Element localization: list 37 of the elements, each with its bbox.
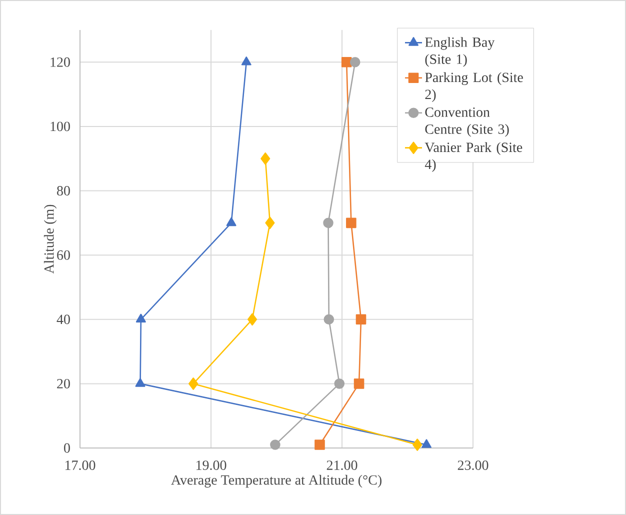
x-axis-title: Average Temperature at Altitude (°C) [171, 474, 382, 488]
legend-label: English Bay (Site 1) [425, 37, 495, 67]
y-tick-label: 40 [56, 314, 70, 324]
point [422, 439, 432, 448]
y-tick-label: 0 [64, 443, 70, 453]
point [270, 440, 280, 450]
point [354, 378, 364, 389]
x-tick-label: 19.00 [196, 460, 226, 470]
point [323, 218, 334, 228]
y-axis-title: Altitude (m) [44, 204, 57, 274]
point [247, 313, 258, 326]
point [265, 216, 275, 230]
point [136, 314, 146, 323]
point [226, 217, 236, 226]
point [314, 440, 325, 450]
point [241, 56, 252, 66]
y-tick-label: 80 [57, 186, 70, 196]
legend-label: Parking Lot (Site 2) [425, 72, 523, 102]
point [324, 314, 334, 325]
point [412, 438, 422, 451]
point [356, 314, 366, 325]
point [334, 378, 345, 389]
point [188, 378, 198, 390]
legend-label: Convention Centre (Site 3) [425, 107, 509, 137]
point [135, 378, 146, 387]
legend-label: Vanier Park (Site 4) [424, 142, 522, 172]
point [350, 57, 360, 68]
point [341, 57, 352, 68]
x-tick-label: 17.00 [65, 460, 96, 470]
point [260, 152, 270, 165]
y-tick-label: 20 [57, 378, 70, 388]
x-tick-label: 21.00 [326, 460, 358, 470]
x-tick-label: 23.00 [458, 460, 488, 470]
y-tick-label: 120 [50, 57, 70, 67]
y-tick-label: 60 [57, 250, 70, 260]
point [346, 218, 356, 228]
y-tick-label: 100 [50, 122, 70, 132]
